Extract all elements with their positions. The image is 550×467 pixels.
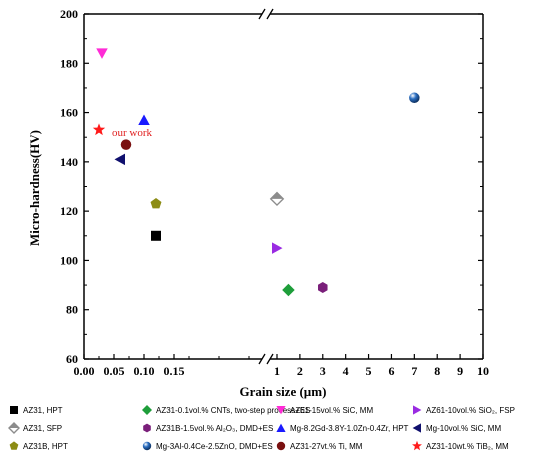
legend-item: AZ31, HPT [8,404,63,416]
legend-marker-triangle-left [412,423,421,433]
legend-marker-shape [142,405,152,415]
legend: AZ31, HPT AZ31-0.1vol.% CNTs, two-step pr… [8,404,542,462]
y-tick-label: 80 [66,303,78,317]
legend-item: AZ61-10vol.% SiO₂, FSP [411,404,515,416]
legend-label: AZ31-27vt.% Ti, MM [290,441,363,451]
data-point-pentagon [150,198,162,209]
legend-label: AZ61-10vol.% SiO₂, FSP [426,405,515,415]
legend-label: AZ31-10wt.% TiB₂, MM [426,441,509,451]
legend-item: Mg-8.2Gd-3.8Y-1.0Zn-0.4Zr, HPT [275,422,408,434]
x-tick-label: 4 [343,364,349,378]
x-tick-label: 1 [274,364,280,378]
y-tick-label: 160 [60,106,78,120]
data-point-hexagon [318,282,328,294]
y-tick-label: 200 [60,7,78,21]
legend-label: Mg-3Al-0.4Ce-2.5ZnO, DMD+ES [156,441,273,451]
x-axis-title: Grain size (µm) [240,384,327,399]
y-axis-title: Micro-hardness(HV) [27,130,42,246]
legend-label: Mg-10vol.% SiC, MM [426,423,502,433]
our-work-annotation: our work [112,127,153,139]
legend-marker-shape [142,441,152,451]
x-tick-label: 6 [388,364,394,378]
plot-axes [83,8,484,365]
legend-marker-star [412,440,422,451]
legend-label: AZ31-0.1vol.% CNTs, two-step process+ES [156,405,311,415]
legend-item: AZ61-15vol.% SiC, MM [275,404,373,416]
legend-marker-triangle-up [276,423,286,432]
axis-break-mark [266,8,274,20]
chart: 60 80 100 120 140 160 180 200 0.00 0.05 0.10 0.15 1… [27,7,489,399]
legend-marker-shape [9,441,19,450]
legend-marker-circle [276,441,286,451]
x-tick-label: 3 [320,364,326,378]
legend-marker-triangle-down [276,406,286,415]
x-tick-label: 5 [366,364,372,378]
legend-label: AZ31B-1.5vol.% Al₂O₃, DMD+ES [156,423,274,433]
x-tick-label: 10 [477,364,489,378]
legend-item: AZ31B, HPT [8,440,68,452]
legend-marker-shape [276,423,286,432]
data-point-triangle-up [138,114,150,125]
data-point-triangle-down [96,48,108,59]
legend-marker-sphere [142,441,152,451]
axis-break-mark [258,353,266,365]
data-point-square [151,230,161,241]
legend-marker-shape [276,406,286,415]
data-point-diamond-half [269,191,285,207]
legend-marker-triangle-right [413,405,422,415]
legend-marker-shape [10,406,18,414]
x-tick-label: 9 [457,364,463,378]
legend-item: AZ31-27vt.% Ti, MM [275,440,362,452]
legend-label: AZ31, HPT [23,405,63,415]
data-point-triangle-right [272,242,283,254]
legend-item: AZ31, SFP [8,422,62,434]
legend-marker-shape [412,440,422,451]
legend-marker-shape [143,423,151,433]
x-tick-label: 0.15 [164,364,185,378]
legend-item: Mg-10vol.% SiC, MM [411,422,501,434]
legend-marker-shape [413,405,422,415]
x-tick-label: 0.10 [134,364,155,378]
legend-marker-shape [412,423,421,433]
x-tick-label: 0.00 [74,364,95,378]
data-point-circle [120,139,132,150]
data-point-triangle-left [114,153,125,166]
legend-marker-pentagon [9,441,19,450]
x-tick-label: 7 [411,364,417,378]
y-ticks: 60 80 100 120 140 160 180 200 [60,7,483,366]
y-tick-label: 180 [60,56,78,70]
x-tick-label: 2 [297,364,303,378]
data-point-diamond [282,283,295,297]
legend-label: AZ31B, HPT [23,441,68,451]
legend-marker-diamond-half [8,422,20,434]
y-tick-label: 60 [66,352,78,366]
legend-marker-square [10,406,18,414]
legend-label: AZ61-15vol.% SiC, MM [290,405,374,415]
legend-marker-hexagon [143,423,151,433]
x-ticks: 0.00 0.05 0.10 0.15 1 2 3 4 5 6 7 8 9 10 [74,354,489,378]
data-points [92,48,420,297]
legend-item: AZ31B-1.5vol.% Al₂O₃, DMD+ES [141,422,273,434]
data-point-sphere [409,92,420,104]
y-tick-label: 140 [60,155,78,169]
legend-marker-shape [8,422,20,434]
axis-break-mark [266,353,274,365]
data-point-star [92,123,106,136]
y-tick-label: 120 [60,204,78,218]
legend-item: AZ31-0.1vol.% CNTs, two-step process+ES [141,404,311,416]
legend-item: AZ31-10wt.% TiB₂, MM [411,440,509,452]
axis-break-mark [258,8,266,20]
legend-label: AZ31, SFP [23,423,63,433]
y-tick-label: 100 [60,253,78,267]
legend-marker-diamond [142,405,152,415]
legend-marker-shape [276,441,286,451]
x-tick-label: 0.05 [104,364,125,378]
x-tick-label: 8 [434,364,440,378]
legend-label: Mg-8.2Gd-3.8Y-1.0Zn-0.4Zr, HPT [290,423,409,433]
legend-item: Mg-3Al-0.4Ce-2.5ZnO, DMD+ES [141,440,273,452]
